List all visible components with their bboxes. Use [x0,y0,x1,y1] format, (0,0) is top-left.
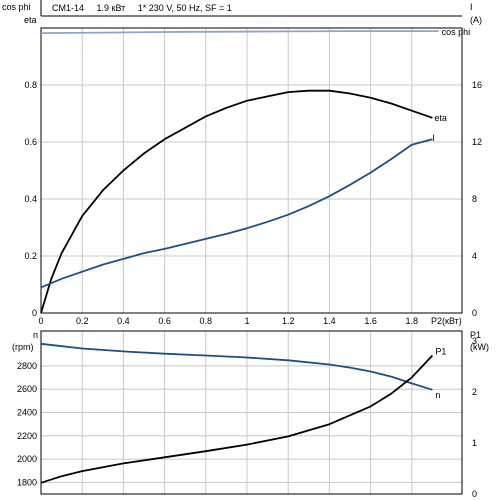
x-tick-label: 0.2 [76,316,89,326]
top-chart-series-eta-line [40,89,433,314]
top-chart-left-tick-label: 0 [32,308,37,318]
bottom-chart-right-tick-label: 3 [472,336,477,346]
x-tick-label: 1.6 [364,316,377,326]
bottom-chart-right-tick-label: 0 [472,489,477,499]
x-tick-label: 0 [38,316,43,326]
bottom-chart-series-P1-label: P1 [435,346,446,356]
bottom-chart-left-tick-label: 2800 [17,361,37,371]
x-tick-label: 0.4 [117,316,130,326]
top-chart-series-cos-phi-line [40,30,439,34]
top-chart-right-tick-label: 4 [472,251,477,261]
bottom-chart-right-axis-label: (kW) [470,342,489,352]
x-tick-label: 0.8 [200,316,213,326]
top-chart-left-axis-label: eta [24,15,37,25]
chart-title: CM1-14 1.9 кВт 1* 230 V, 50 Hz, SF = 1 [52,3,232,13]
bottom-chart-frame-outline [40,330,463,495]
top-chart-right-tick-label: 12 [472,137,482,147]
top-chart-series-eta-label: eta [434,113,447,123]
bottom-chart-left-tick-label: 2200 [17,431,37,441]
bottom-chart-right-tick-label: 2 [472,387,477,397]
top-chart-frame [40,27,463,314]
bottom-chart-left-tick-label: 2400 [17,408,37,418]
x-axis-label: P2(кВт) [431,316,462,326]
bottom-chart-right-tick-label: 1 [472,438,477,448]
top-chart-right-tick-label: 16 [472,80,482,90]
x-tick-label: 1 [244,316,249,326]
x-tick-label: 1.8 [406,316,419,326]
top-chart-frame-outline [40,27,463,314]
top-chart-right-axis-label: (A) [470,15,482,25]
bottom-chart-left-axis-label: n [33,330,38,340]
bottom-chart-left-tick-label: 2600 [17,384,37,394]
top-chart-right-tick-label: 8 [472,194,477,204]
bottom-chart-series-P1-line [40,354,434,484]
top-chart-left-tick-label: 0.8 [24,80,37,90]
bottom-chart-left-tick-label: 1800 [17,477,37,487]
bottom-chart-left-tick-label: 2000 [17,454,37,464]
x-tick-label: 0.6 [158,316,171,326]
bottom-chart-right-axis-label: P1 [470,330,481,340]
top-chart-left-tick-label: 0.6 [24,137,37,147]
x-tick-label: 1.4 [323,316,336,326]
top-chart-right-tick-label: 0 [472,308,477,318]
top-chart-left-tick-label: 0.4 [24,194,37,204]
top-chart-series-cos-phi-label: cos phi [442,27,471,37]
top-chart-right-axis-label: I [470,2,473,12]
bottom-chart-left-axis-label: (rpm) [12,342,34,352]
bottom-chart-series-n-line [40,342,433,391]
bottom-chart-series-n-label: n [435,390,440,400]
top-chart-left-axis-label: cos phi [2,2,31,12]
x-tick-label: 1.2 [282,316,295,326]
top-chart-left-tick-label: 0.2 [24,251,37,261]
top-chart-series-I-label: I [432,133,435,143]
top-chart-series-I-line [40,138,433,289]
